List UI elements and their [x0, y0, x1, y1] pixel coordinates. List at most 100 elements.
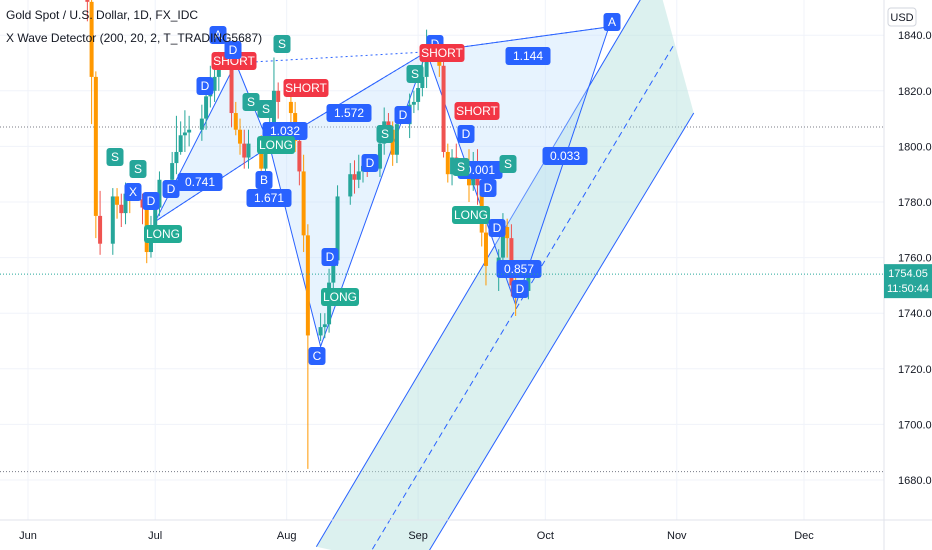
candle-body[interactable] [242, 143, 247, 158]
candle-body[interactable] [238, 129, 243, 144]
candle-body[interactable] [187, 129, 192, 133]
svg-text:LONG: LONG [323, 290, 357, 304]
s-signal: S [452, 158, 470, 176]
svg-text:SHORT: SHORT [285, 81, 327, 95]
y-tick-label: 1740.00 [898, 308, 932, 320]
d-signal: D [142, 192, 160, 210]
short-signal: SHORT [454, 102, 500, 120]
svg-text:USD: USD [890, 12, 913, 24]
candle-body[interactable] [420, 76, 425, 89]
candle-body[interactable] [356, 171, 361, 180]
candle-body[interactable] [416, 88, 421, 102]
s-signal: S [406, 65, 424, 83]
svg-text:0.741: 0.741 [185, 175, 215, 189]
candle-body[interactable] [182, 132, 187, 136]
candle-body[interactable] [89, 1, 94, 77]
candle-body[interactable] [110, 196, 115, 244]
x-tick-label: Nov [667, 530, 687, 542]
ratio-badge: 1.144 [505, 47, 551, 65]
d-signal: D [511, 280, 529, 298]
candle-body[interactable] [301, 171, 306, 236]
candle-body[interactable] [157, 179, 162, 208]
candle-body[interactable] [259, 143, 264, 169]
pattern-point-x: X [124, 183, 142, 201]
svg-text:S: S [457, 160, 465, 174]
candle-body[interactable] [119, 204, 124, 214]
svg-text:D: D [201, 79, 210, 93]
x-tick-label: Oct [537, 530, 554, 542]
s-signal: S [242, 93, 260, 111]
d-signal: D [196, 77, 214, 95]
candle-body[interactable] [204, 96, 209, 119]
long-signal: LONG [257, 136, 295, 154]
candle-body[interactable] [115, 196, 120, 205]
svg-text:LONG: LONG [454, 208, 488, 222]
candle-body[interactable] [199, 118, 204, 130]
candle-body[interactable] [348, 174, 353, 197]
svg-text:A: A [608, 15, 616, 29]
d-signal: D [457, 125, 475, 143]
candle-body[interactable] [276, 90, 281, 102]
candle-body[interactable] [305, 235, 310, 336]
svg-text:SHORT: SHORT [213, 54, 255, 68]
candle-body[interactable] [505, 227, 510, 239]
y-tick-label: 1760.00 [898, 253, 932, 265]
candle-body[interactable] [85, 0, 90, 2]
svg-text:1.144: 1.144 [513, 49, 543, 63]
candle-body[interactable] [233, 113, 238, 130]
candle-body[interactable] [390, 129, 395, 155]
long-signal: LONG [144, 225, 182, 243]
candle-body[interactable] [263, 146, 268, 169]
short-signal: SHORT [211, 52, 257, 70]
candle-body[interactable] [394, 124, 399, 155]
last-price-badge: 1754.05 11:50:44 [884, 264, 932, 299]
svg-text:B: B [260, 173, 268, 187]
candle-body[interactable] [450, 157, 455, 175]
candle-body[interactable] [178, 135, 183, 152]
d-signal: D [479, 179, 497, 197]
candle-body[interactable] [335, 196, 340, 261]
candle-body[interactable] [318, 327, 323, 336]
candle-body[interactable] [229, 60, 234, 114]
candle-body[interactable] [331, 260, 336, 283]
candle-body[interactable] [377, 143, 382, 169]
short-signal: SHORT [419, 44, 465, 62]
candle-body[interactable] [174, 151, 179, 164]
svg-text:S: S [504, 157, 512, 171]
candle-body[interactable] [288, 101, 293, 114]
candle-body[interactable] [98, 215, 103, 244]
candle-body[interactable] [246, 143, 251, 158]
ratio-badge: 1.032 [262, 122, 308, 140]
candle-body[interactable] [153, 207, 158, 228]
chart-legend-title: Gold Spot / U.S. Dollar, 1D, FX_IDC [6, 8, 199, 22]
candle-body[interactable] [352, 174, 357, 180]
candle-body[interactable] [297, 140, 302, 172]
svg-text:C: C [313, 349, 322, 363]
candle-body[interactable] [170, 163, 175, 180]
candle-body[interactable] [93, 76, 98, 216]
ratio-badge: 1.671 [246, 189, 292, 207]
svg-text:LONG: LONG [146, 227, 180, 241]
x-tick-label: Sep [408, 530, 428, 542]
svg-text:D: D [516, 282, 525, 296]
candle-body[interactable] [500, 227, 505, 258]
candle-body[interactable] [411, 101, 416, 105]
candle-body[interactable] [140, 199, 145, 208]
svg-text:1.671: 1.671 [254, 191, 284, 205]
channel-lower-line[interactable] [418, 112, 695, 550]
candle-body[interactable] [123, 193, 128, 214]
candle-body[interactable] [322, 324, 327, 328]
pattern-point-b: B [255, 171, 273, 189]
candle-body[interactable] [212, 76, 217, 91]
candle-body[interactable] [483, 232, 488, 266]
y-tick-label: 1680.00 [898, 475, 932, 487]
candle-body[interactable] [441, 65, 446, 152]
svg-text:0.001: 0.001 [465, 163, 495, 177]
candle-body[interactable] [445, 151, 450, 175]
d-signal: D [361, 154, 379, 172]
currency-badge[interactable]: USD [887, 7, 917, 27]
svg-text:1.032: 1.032 [270, 124, 300, 138]
ratio-badge: 0.857 [496, 260, 542, 278]
s-signal: S [499, 155, 517, 173]
